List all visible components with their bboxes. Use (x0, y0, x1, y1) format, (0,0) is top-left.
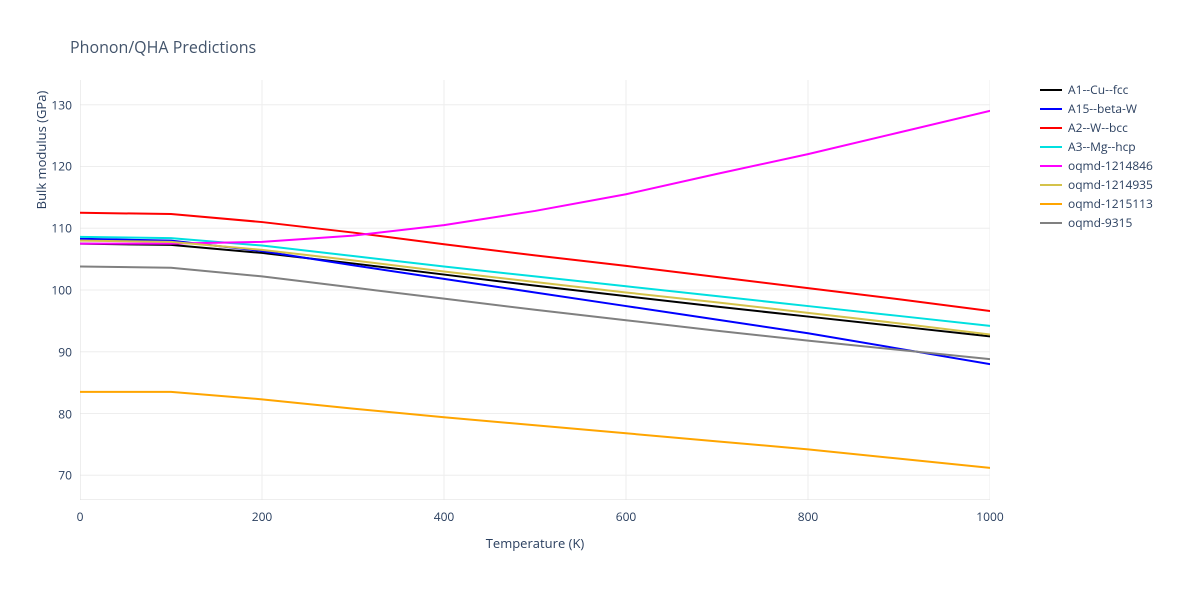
legend-label: A3--Mg--hcp (1068, 139, 1136, 155)
x-tick-label: 800 (798, 508, 819, 525)
legend-swatch (1040, 89, 1062, 91)
x-axis-label: Temperature (K) (80, 534, 990, 552)
legend-swatch (1040, 222, 1062, 224)
legend-item[interactable]: oqmd-1214935 (1040, 177, 1153, 193)
legend-label: oqmd-1215113 (1068, 196, 1153, 212)
legend-swatch (1040, 127, 1062, 129)
series-line[interactable] (80, 111, 990, 244)
legend-item[interactable]: A15--beta-W (1040, 101, 1153, 117)
legend-label: A1--Cu--fcc (1068, 82, 1128, 98)
x-tick-label: 1000 (976, 508, 1003, 525)
legend-label: oqmd-1214935 (1068, 177, 1153, 193)
x-tick-label: 400 (434, 508, 455, 525)
legend-item[interactable]: oqmd-1215113 (1040, 196, 1153, 212)
legend: A1--Cu--fcc A15--beta-W A2--W--bcc A3--Mg--… (1040, 82, 1153, 231)
x-tick-label: 200 (252, 508, 273, 525)
plot-svg (80, 80, 990, 500)
legend-item[interactable]: A2--W--bcc (1040, 120, 1153, 136)
series-line[interactable] (80, 213, 990, 311)
legend-label: A15--beta-W (1068, 101, 1137, 117)
y-axis-label: Bulk modulus (GPa) (32, 0, 50, 360)
series-line[interactable] (80, 267, 990, 360)
x-tick-label: 0 (77, 508, 84, 525)
legend-item[interactable]: oqmd-1214846 (1040, 158, 1153, 174)
plot-area (80, 80, 990, 500)
legend-swatch (1040, 146, 1062, 148)
chart-container: Phonon/QHA Predictions 0 200 400 600 800 1000… (0, 0, 1200, 600)
legend-item[interactable]: oqmd-9315 (1040, 215, 1153, 231)
y-tick-label: 80 (32, 405, 72, 422)
legend-label: oqmd-1214846 (1068, 158, 1153, 174)
series-line[interactable] (80, 392, 990, 468)
y-tick-label: 70 (32, 467, 72, 484)
legend-swatch (1040, 184, 1062, 186)
legend-swatch (1040, 108, 1062, 110)
chart-title: Phonon/QHA Predictions (70, 36, 256, 58)
legend-label: oqmd-9315 (1068, 215, 1132, 231)
x-tick-label: 600 (616, 508, 637, 525)
legend-swatch (1040, 165, 1062, 167)
legend-swatch (1040, 203, 1062, 205)
legend-item[interactable]: A3--Mg--hcp (1040, 139, 1153, 155)
legend-label: A2--W--bcc (1068, 120, 1128, 136)
legend-item[interactable]: A1--Cu--fcc (1040, 82, 1153, 98)
